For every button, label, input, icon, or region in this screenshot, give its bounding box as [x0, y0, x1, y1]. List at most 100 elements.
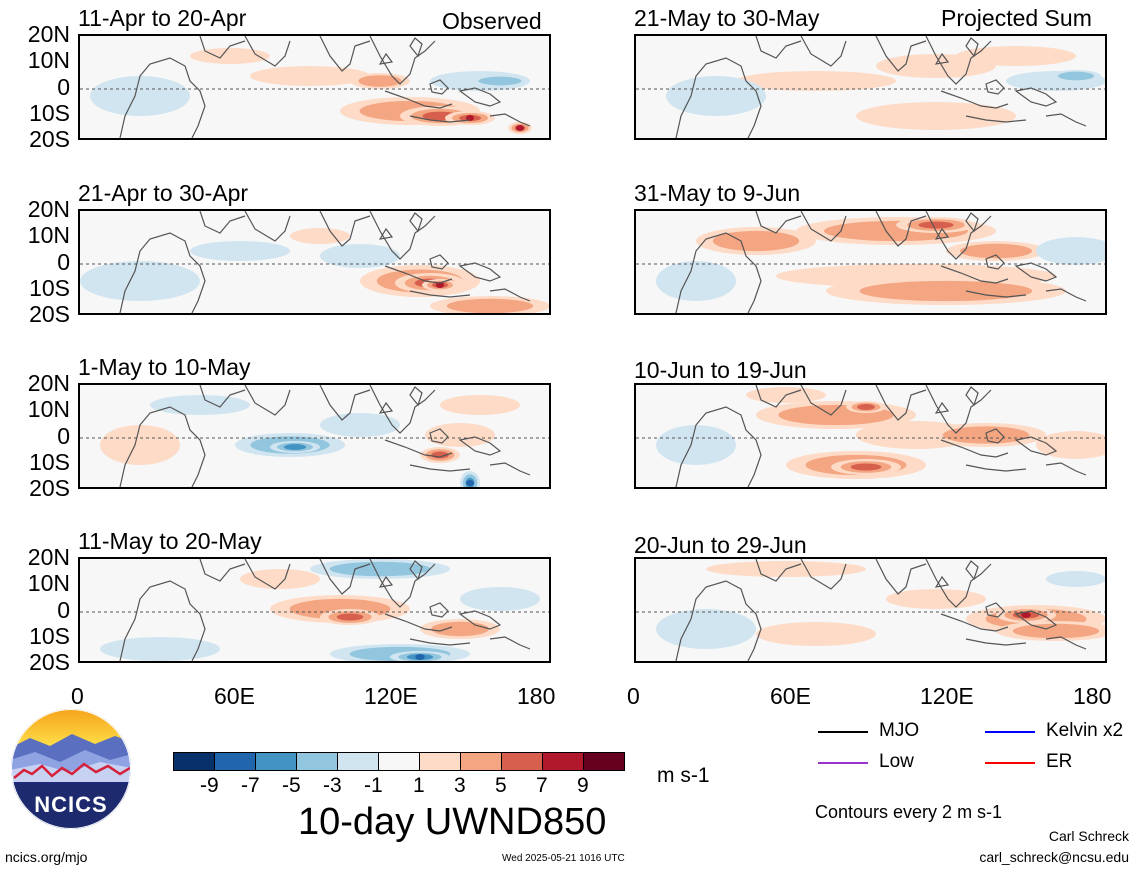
lon-label: 120E: [364, 683, 418, 709]
coastline: [965, 37, 979, 58]
coastline: [875, 211, 927, 247]
lon-label: 60E: [770, 683, 811, 709]
colorbar-tick-label: 7: [536, 774, 548, 797]
wind-anomaly-contour: [478, 76, 522, 86]
coastline: [409, 638, 471, 646]
wind-anomaly-contour: [415, 654, 425, 660]
author-name: Carl Schreck: [1048, 828, 1129, 844]
coastline: [985, 428, 1005, 444]
lat-label: 20N: [27, 370, 70, 396]
wind-anomaly-contour: [756, 622, 876, 646]
wind-anomaly-contour: [431, 621, 489, 637]
lat-label: 10N: [27, 396, 70, 422]
coastline: [199, 559, 246, 582]
coastline: [384, 265, 453, 284]
coastline: [319, 385, 371, 421]
lat-label: 0: [57, 597, 70, 623]
legend-line-mjo: [818, 731, 868, 733]
coastline: [965, 212, 979, 233]
coastline: [965, 115, 1027, 123]
lat-label: 20S: [29, 126, 70, 152]
wind-anomaly-contour: [284, 444, 306, 450]
lon-label: 0: [71, 683, 84, 709]
map-frame: [634, 557, 1107, 663]
map-frame: [78, 557, 551, 663]
coastline: [934, 227, 950, 240]
map-frame: [78, 34, 551, 140]
coastline: [875, 36, 927, 72]
colorbar-tick-label: -5: [282, 774, 301, 797]
panel-title: 10-Jun to 19-Jun: [634, 357, 807, 383]
coastline: [925, 36, 992, 85]
logo-text: NCICS: [34, 792, 107, 817]
wind-anomaly-contour: [960, 243, 1032, 259]
wind-anomaly-contour: [466, 115, 474, 121]
coastline: [965, 638, 1027, 646]
wind-anomaly-contour: [1021, 612, 1031, 618]
wind-anomaly-contour: [956, 46, 1076, 66]
wind-anomaly-contour: [1046, 571, 1105, 587]
wind-anomaly-contour: [336, 613, 364, 621]
panel-title: 31-May to 9-Jun: [634, 180, 801, 206]
uwnd-field: [80, 385, 549, 487]
colorbar-swatch: [542, 752, 584, 771]
coastline: [755, 559, 802, 582]
site-link[interactable]: ncics.org/mjo: [5, 849, 88, 865]
coastline: [409, 37, 423, 58]
wind-anomaly-contour: [290, 228, 350, 244]
coastline: [409, 115, 471, 123]
legend-label-er: ER: [1046, 751, 1073, 772]
wind-anomaly-contour: [190, 48, 270, 64]
coastline: [119, 57, 206, 138]
wind-anomaly-contour: [656, 609, 756, 649]
panel-label-observed: Observed: [442, 8, 542, 34]
colorbar-swatch: [296, 752, 338, 771]
colorbar-swatch: [173, 752, 215, 771]
wind-anomaly-contour: [656, 261, 736, 301]
coastline: [409, 560, 423, 581]
wind-anomaly-contour: [712, 230, 800, 252]
coastline: [1014, 436, 1058, 456]
coastline: [244, 36, 291, 67]
uwnd-field: [636, 385, 1105, 487]
coastline: [429, 79, 449, 95]
panel-title: 20-Jun to 29-Jun: [634, 532, 807, 558]
map-frame: [634, 383, 1107, 489]
coastline: [458, 262, 502, 282]
coastline: [429, 254, 449, 270]
lon-label: 0: [627, 683, 640, 709]
coastline: [925, 385, 992, 434]
colorbar-tick-label: 1: [413, 774, 425, 797]
coastline: [1045, 462, 1087, 476]
wind-anomaly-contour: [1058, 71, 1094, 81]
wind-anomaly-contour: [329, 561, 431, 577]
coastline: [940, 265, 1009, 284]
coastline: [965, 290, 1027, 298]
wind-anomaly-contour: [320, 413, 400, 437]
lat-label: 20N: [27, 21, 70, 47]
wind-anomaly-contour: [466, 480, 474, 486]
panel-title: 21-Apr to 30-Apr: [78, 180, 249, 206]
wind-anomaly-contour: [100, 637, 220, 661]
coastline: [800, 559, 847, 590]
colorbar-tick-label: -7: [241, 774, 260, 797]
wind-anomaly-contour: [666, 76, 766, 116]
timestamp: Wed 2025-05-21 1016 UTC: [502, 853, 625, 864]
coastline: [675, 406, 762, 487]
wind-anomaly-contour: [446, 298, 534, 313]
colorbar-units: m s-1: [657, 764, 710, 787]
coastline: [1045, 288, 1087, 302]
coastline: [369, 385, 436, 434]
panel-title: 11-Apr to 20-Apr: [78, 5, 247, 31]
panel-title: 1-May to 10-May: [78, 354, 251, 380]
uwnd-field: [636, 211, 1105, 313]
coastline: [429, 428, 449, 444]
coastline: [925, 211, 992, 260]
coastline: [409, 386, 423, 407]
coastline: [244, 559, 291, 590]
ncics-logo: NCICS: [10, 708, 132, 830]
lon-label: 180: [1073, 683, 1112, 709]
legend-line-low: [818, 762, 868, 764]
author-email: carl_schreck@ncsu.edu: [979, 849, 1129, 865]
coastline: [378, 52, 394, 65]
